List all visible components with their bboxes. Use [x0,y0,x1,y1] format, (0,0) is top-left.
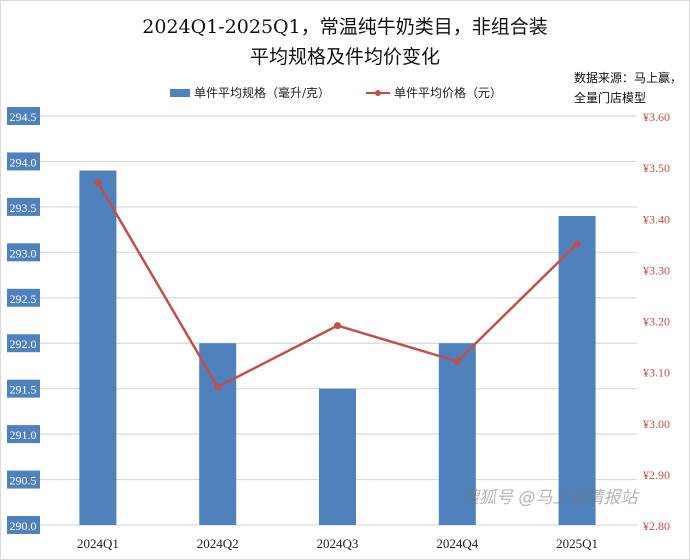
left-tick-label: 292.0 [10,337,37,351]
left-tick-bg [7,288,40,307]
left-tick-bg [7,516,40,534]
right-tick-label: ¥3.60 [643,110,670,124]
watermark: 搜狐号 @马上赢情报站 [462,488,638,508]
legend-line-label: 单件平均价格（元） [394,86,503,100]
left-tick-label: 293.0 [10,246,37,260]
left-tick-label: 290.0 [10,519,37,533]
left-tick-label: 294.0 [10,155,37,169]
price-point [94,178,102,186]
bar [558,215,596,525]
x-tick-label: 2024Q3 [317,536,359,551]
legend-item-bar: 单件平均规格（毫升/克） [170,84,330,101]
left-tick-bg [7,152,40,171]
chart-title-line2: 平均规格及件均价变化 [249,46,440,68]
left-tick-label: 292.5 [10,292,37,306]
x-tick-label: 2024Q1 [77,536,119,551]
price-point [573,240,581,248]
legend-bar-label: 单件平均规格（毫升/克） [194,86,331,100]
x-tick-label: 2025Q1 [556,536,598,551]
left-tick-bg [7,243,40,262]
x-tick-label: 2024Q4 [436,536,478,551]
left-tick-bg [7,334,40,353]
left-tick-bg [7,470,40,489]
bar [319,388,356,525]
left-tick-bg [7,425,40,444]
price-point [334,322,341,330]
left-tick-label: 290.5 [10,474,37,488]
legend-line-swatch [366,89,391,96]
right-tick-label: ¥3.00 [643,417,670,431]
legend: 单件平均规格（毫升/克） 单件平均价格（元） [170,84,502,101]
bar [438,343,476,525]
x-tick-label: 2024Q2 [197,536,239,551]
chart-title-line1: 2024Q1-2025Q1，常温纯牛奶类目，非组合装 [142,16,548,38]
right-tick-label: ¥3.40 [643,212,670,226]
price-point [214,383,222,391]
left-tick-bg [7,107,40,125]
source-line1: 数据来源：马上赢， [574,71,683,85]
left-tick-label: 293.5 [10,201,37,215]
left-tick-label: 291.0 [10,428,37,442]
right-tick-label: ¥3.10 [643,366,670,380]
right-tick-label: ¥3.20 [643,315,670,329]
source-line2: 全量门店模型 [574,91,647,105]
bar [79,170,117,526]
bar [199,343,237,525]
left-tick-label: 291.5 [10,383,37,397]
legend-item-line: 单件平均价格（元） [366,84,502,101]
price-point [453,357,461,365]
right-tick-label: ¥2.90 [643,468,670,482]
left-tick-bg [7,197,40,216]
left-tick-bg [7,379,40,398]
price-line [96,181,578,389]
right-tick-label: ¥3.30 [643,263,670,277]
left-tick-label: 294.5 [10,110,37,124]
legend-bar-swatch [170,88,190,97]
data-source-note: 数据来源：马上赢， 全量门店模型 [574,68,682,108]
right-tick-label: ¥3.50 [643,161,670,175]
right-tick-label: ¥2.80 [643,519,670,533]
